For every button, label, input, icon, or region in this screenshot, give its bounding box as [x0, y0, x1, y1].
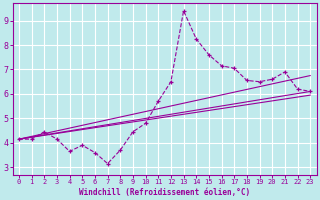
X-axis label: Windchill (Refroidissement éolien,°C): Windchill (Refroidissement éolien,°C)	[79, 188, 250, 197]
